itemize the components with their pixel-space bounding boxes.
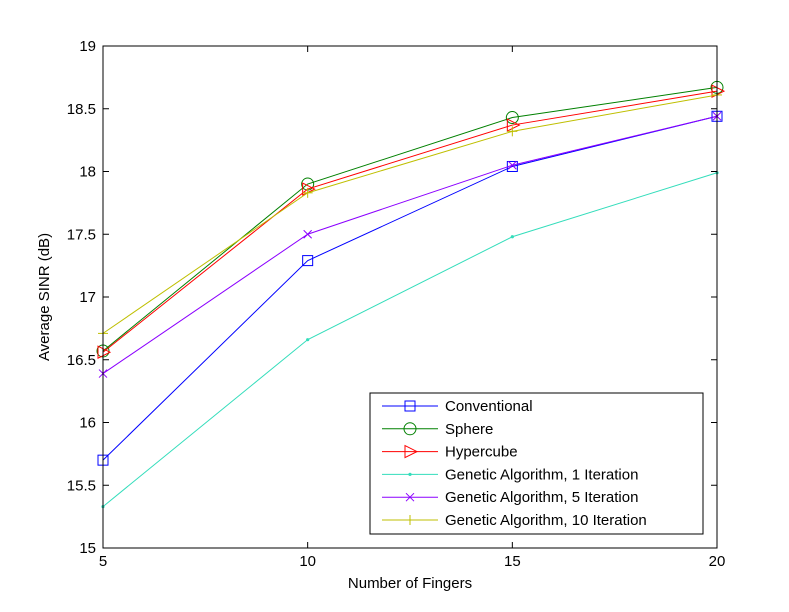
y-tick-label: 17	[79, 289, 96, 306]
legend-marker	[405, 515, 415, 525]
data-point-s6-2	[302, 187, 313, 198]
legend-marker	[404, 400, 416, 412]
data-point-s4-3	[510, 235, 514, 239]
legend-entry: Genetic Algorithm, 10 Iteration	[382, 512, 647, 529]
y-tick-label: 18.5	[67, 101, 96, 118]
legend-marker	[405, 492, 415, 502]
y-tick-label: 15	[79, 540, 96, 557]
legend-label: Genetic Algorithm, 5 Iteration	[445, 489, 638, 506]
x-tick-label: 15	[504, 553, 521, 570]
legend-label: Sphere	[445, 421, 493, 438]
series-line-1	[102, 115, 718, 461]
legend-marker	[408, 472, 412, 476]
y-axis-label: Average SINR (dB)	[36, 233, 53, 361]
legend-box	[369, 392, 704, 535]
series-line-3	[102, 90, 718, 353]
legend-entry: Conventional	[382, 398, 533, 415]
series-layer	[96, 80, 726, 509]
y-tick-label: 16.5	[67, 352, 96, 369]
data-point-s1-2	[302, 255, 314, 267]
x-tick-label: 5	[99, 553, 107, 570]
x-tick-label: 20	[709, 553, 726, 570]
series-line-2	[102, 86, 718, 352]
legend: Conventional Sphere Hypercube Genetic Algor…	[369, 392, 704, 535]
y-tick-label: 16	[79, 415, 96, 432]
data-point-s3-3	[506, 118, 521, 132]
data-point-s5-3	[507, 160, 517, 170]
legend-label: Conventional	[445, 398, 533, 415]
y-tick-label: 19	[79, 38, 96, 55]
data-point-s5-2	[303, 229, 313, 239]
data-point-s4-2	[306, 338, 310, 342]
x-tick-label: 10	[299, 553, 316, 570]
legend-entry: Genetic Algorithm, 1 Iteration	[382, 466, 638, 483]
series-line-5	[102, 115, 718, 374]
series-line-6	[102, 94, 718, 334]
legend-entry: Hypercube	[382, 444, 518, 461]
data-point-s6-3	[507, 126, 518, 137]
legend-label: Hypercube	[445, 444, 518, 461]
x-axis-label: Number of Fingers	[348, 575, 472, 592]
legend-marker	[404, 444, 419, 459]
legend-entry: Sphere	[382, 421, 493, 438]
legend-entry: Genetic Algorithm, 5 Iteration	[382, 489, 638, 506]
y-tick-label: 15.5	[67, 477, 96, 494]
legend-label: Genetic Algorithm, 10 Iteration	[445, 512, 647, 529]
series-line-4	[102, 172, 718, 507]
y-tick-label: 18	[79, 164, 96, 181]
legend-marker	[403, 422, 417, 436]
y-tick-label: 17.5	[67, 226, 96, 243]
data-point-s2-3	[505, 111, 519, 125]
axes-layer: 5 10 15 20 15 15.5 16 16.5 17 17.5 18 18.5 19	[67, 38, 726, 570]
data-point-s3-4	[711, 84, 726, 98]
legend-label: Genetic Algorithm, 1 Iteration	[445, 466, 638, 483]
data-point-s3-1	[97, 345, 112, 360]
